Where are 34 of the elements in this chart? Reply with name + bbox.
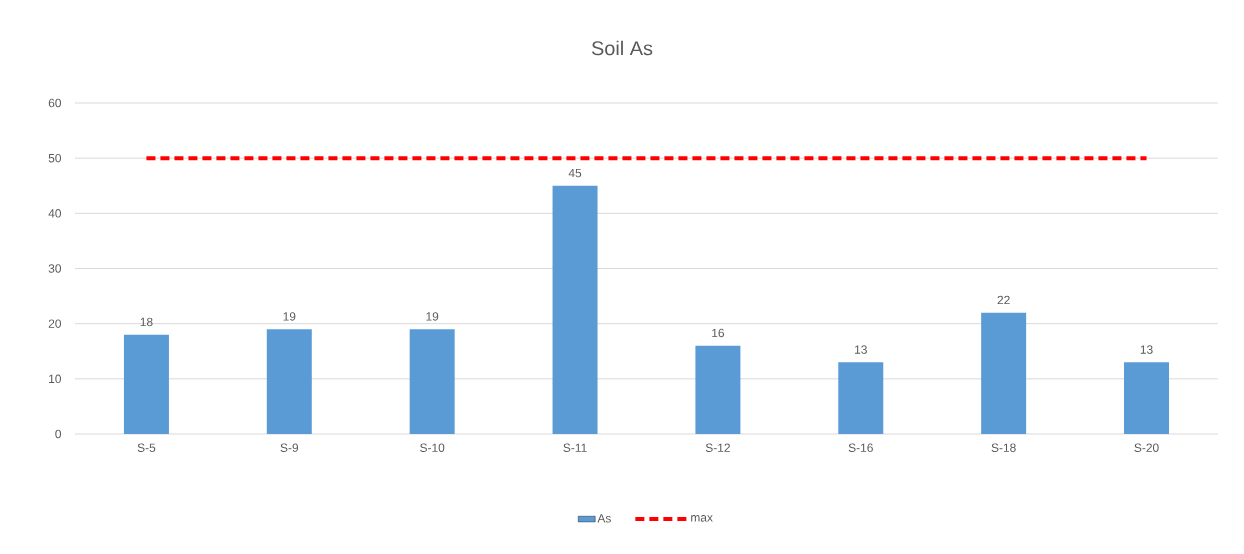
legend-label: max <box>691 515 713 522</box>
y-tick-label: 40 <box>48 209 62 218</box>
bar <box>695 345 741 434</box>
data-label: 13 <box>1140 345 1153 354</box>
x-tick-label: S-11 <box>563 443 587 452</box>
y-tick-label: 60 <box>48 98 62 108</box>
data-label: 16 <box>712 328 725 338</box>
data-label: 13 <box>855 345 867 354</box>
x-tick-label: S-5 <box>137 443 156 452</box>
legend-label: As <box>597 514 611 523</box>
bar <box>838 362 884 434</box>
bar <box>981 312 1027 434</box>
bar <box>266 329 312 434</box>
data-label: 18 <box>140 317 153 327</box>
y-tick-label: 30 <box>48 264 62 273</box>
data-label: 45 <box>568 168 582 178</box>
bar <box>552 185 598 434</box>
bar <box>409 329 455 434</box>
bar <box>1124 362 1170 434</box>
y-tick-label: 50 <box>48 153 62 163</box>
y-tick-label: 0 <box>55 429 62 439</box>
data-label: 22 <box>997 295 1010 305</box>
data-label: 19 <box>283 312 296 321</box>
x-tick-label: S-18 <box>991 443 1016 452</box>
bar <box>123 334 169 434</box>
data-label: 19 <box>426 312 439 321</box>
y-tick-label: 20 <box>48 319 62 328</box>
x-tick-label: S-10 <box>420 443 445 452</box>
x-tick-label: S-20 <box>1134 443 1159 452</box>
y-tick-label: 10 <box>49 374 62 384</box>
x-tick-label: S-16 <box>848 443 873 452</box>
x-tick-label: S-12 <box>705 443 730 452</box>
chart-title: Soil As <box>591 40 653 56</box>
x-tick-label: S-9 <box>280 443 299 452</box>
